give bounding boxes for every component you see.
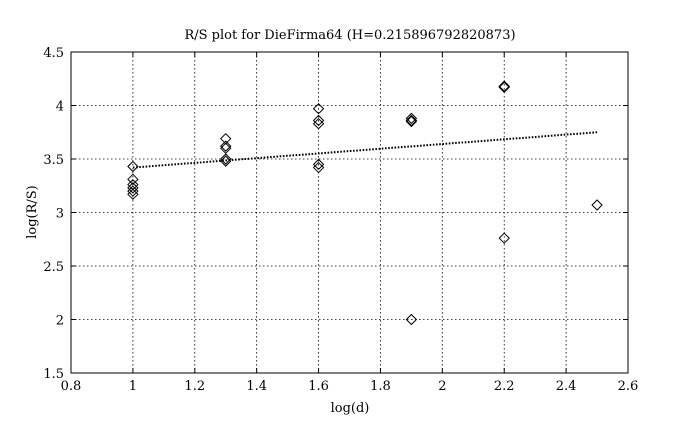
data-point-diamond [498, 232, 510, 244]
data-point-diamond [220, 140, 232, 152]
x-tick-label: 2.4 [556, 379, 577, 394]
data-point-diamond [127, 182, 139, 194]
data-point-diamond [220, 153, 232, 165]
grid-lines [71, 52, 628, 373]
x-tick-label: 2.6 [618, 379, 639, 394]
data-point-diamond [127, 188, 139, 201]
data-point-diamond [312, 117, 325, 130]
x-tick-label: 1.8 [370, 379, 391, 394]
y-tick-label: 4 [56, 100, 64, 115]
data-point-diamond [127, 160, 139, 173]
y-tick-label: 2 [56, 314, 64, 329]
data-point-diamond [312, 158, 325, 171]
x-tick-label: 0.8 [61, 379, 82, 394]
data-point-diamond [127, 173, 139, 186]
fit-line-series [132, 131, 598, 169]
data-point-diamond [591, 199, 603, 211]
x-tick-labels: 0.8 1 1.2 1.4 1.6 1.8 2 2.2 2.4 2.6 [61, 379, 639, 394]
y-axis-label: log(R/S) [25, 185, 40, 239]
y-tick-label: 4.5 [43, 46, 64, 61]
data-point-diamond [498, 81, 510, 94]
x-axis-label: log(d) [331, 401, 370, 416]
data-point-diamond [405, 115, 418, 128]
x-tick-label: 1 [129, 379, 137, 394]
data-markers [127, 80, 603, 326]
y-tick-label: 3 [56, 207, 64, 222]
x-tick-label: 2 [438, 379, 446, 394]
data-point-diamond [127, 185, 139, 197]
data-point-diamond [405, 112, 418, 125]
y-tick-label: 3.5 [43, 153, 64, 168]
axis-ticks [70, 51, 629, 374]
fit-line [132, 131, 598, 169]
data-point-diamond [405, 114, 418, 127]
x-tick-label: 1.4 [246, 379, 267, 394]
y-tick-label: 1.5 [43, 367, 64, 382]
x-tick-label: 1.2 [184, 379, 205, 394]
x-tick-label: 2.2 [494, 379, 515, 394]
data-point-diamond [405, 313, 418, 326]
data-point-diamond [498, 80, 510, 92]
x-tick-label: 1.6 [308, 379, 329, 394]
data-point-diamond [312, 161, 325, 174]
data-point-diamond [312, 114, 325, 127]
y-tick-label: 2.5 [43, 260, 64, 275]
y-tick-labels: 1.5 2 2.5 3 3.5 4 4.5 [43, 46, 64, 382]
data-point-diamond [220, 155, 232, 167]
chart-title: R/S plot for DieFirma64 (H=0.21589679282… [184, 28, 515, 43]
data-point-diamond [312, 103, 325, 115]
